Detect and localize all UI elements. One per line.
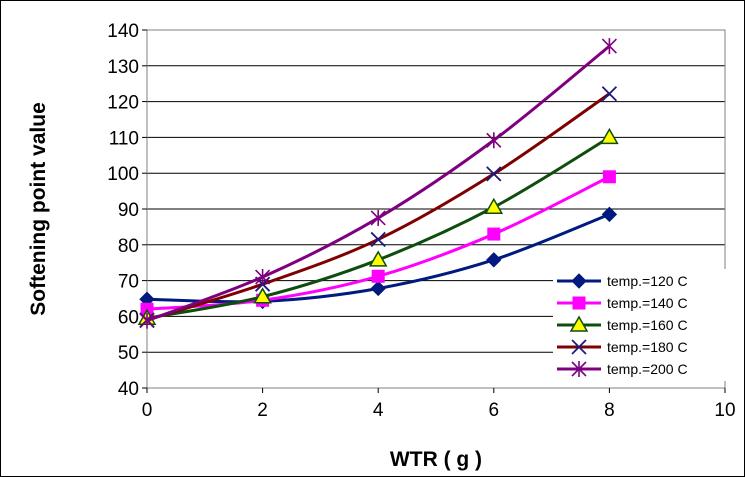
y-tick-label: 80 — [118, 236, 139, 257]
data-point-marker — [370, 280, 386, 297]
data-point-marker — [569, 315, 589, 332]
y-tick-label: 120 — [107, 93, 139, 114]
data-point-marker — [370, 209, 386, 226]
data-point-marker — [487, 227, 501, 241]
y-tick-label: 100 — [107, 164, 139, 185]
data-point-marker — [572, 296, 586, 310]
legend-item: temp.=160 C — [557, 315, 688, 333]
data-point-marker — [486, 166, 502, 182]
y-tick-label: 60 — [118, 307, 139, 328]
legend: temp.=120 C temp.=140 C temp.=160 C temp.=1… — [553, 269, 726, 381]
y-tick-label: 140 — [107, 21, 139, 42]
x-axis-title: WTR ( g ) — [390, 448, 482, 471]
data-point-marker — [253, 287, 272, 304]
legend-item: temp.=180 C — [557, 339, 688, 355]
x-tick-label: 6 — [489, 400, 500, 421]
data-point-marker — [486, 132, 502, 149]
x-tick-label: 8 — [604, 400, 615, 421]
data-point-marker — [371, 269, 385, 283]
y-tick-label: 130 — [107, 57, 139, 78]
y-tick-label: 110 — [109, 128, 139, 149]
legend-item: temp.=120 C — [557, 273, 688, 289]
data-point-marker — [139, 312, 155, 329]
data-point-marker — [571, 339, 587, 355]
x-tick-label: 10 — [714, 400, 735, 421]
data-point-marker — [600, 127, 619, 145]
data-point-marker — [486, 252, 502, 268]
data-point-marker — [484, 197, 504, 214]
x-tick-label: 4 — [373, 400, 384, 421]
y-tick-label: 70 — [118, 272, 139, 293]
x-tick-label: 2 — [257, 400, 268, 421]
data-point-marker — [601, 86, 618, 102]
data-point-marker — [601, 38, 617, 55]
y-tick-labels: 40 50 60 70 80 90 100 110 120 130 140 — [107, 21, 147, 400]
series-3 — [137, 127, 619, 325]
x-tick-labels: 0 2 4 6 8 10 — [142, 388, 736, 421]
data-point-marker — [368, 250, 388, 267]
series-lines — [137, 38, 619, 329]
data-point-marker — [255, 269, 271, 286]
data-point-marker — [602, 170, 616, 184]
y-tick-label: 90 — [118, 200, 139, 221]
data-point-marker — [571, 361, 587, 377]
legend-label: temp.=200 C — [607, 361, 688, 377]
data-point-marker — [571, 273, 587, 289]
y-axis-title: Softening point value — [27, 102, 50, 316]
y-tick-label: 40 — [118, 379, 139, 400]
legend-item: temp.=200 C — [557, 361, 688, 377]
data-point-marker — [601, 206, 618, 223]
legend-label: temp.=140 C — [607, 295, 688, 311]
data-point-marker — [370, 231, 386, 248]
legend-label: temp.=120 C — [607, 273, 688, 289]
series-5 — [139, 38, 617, 329]
y-tick-label: 50 — [118, 343, 139, 364]
x-tick-label: 0 — [142, 400, 153, 421]
legend-label: temp.=180 C — [607, 339, 688, 355]
legend-item: temp.=140 C — [557, 295, 688, 311]
legend-label: temp.=160 C — [607, 317, 688, 333]
